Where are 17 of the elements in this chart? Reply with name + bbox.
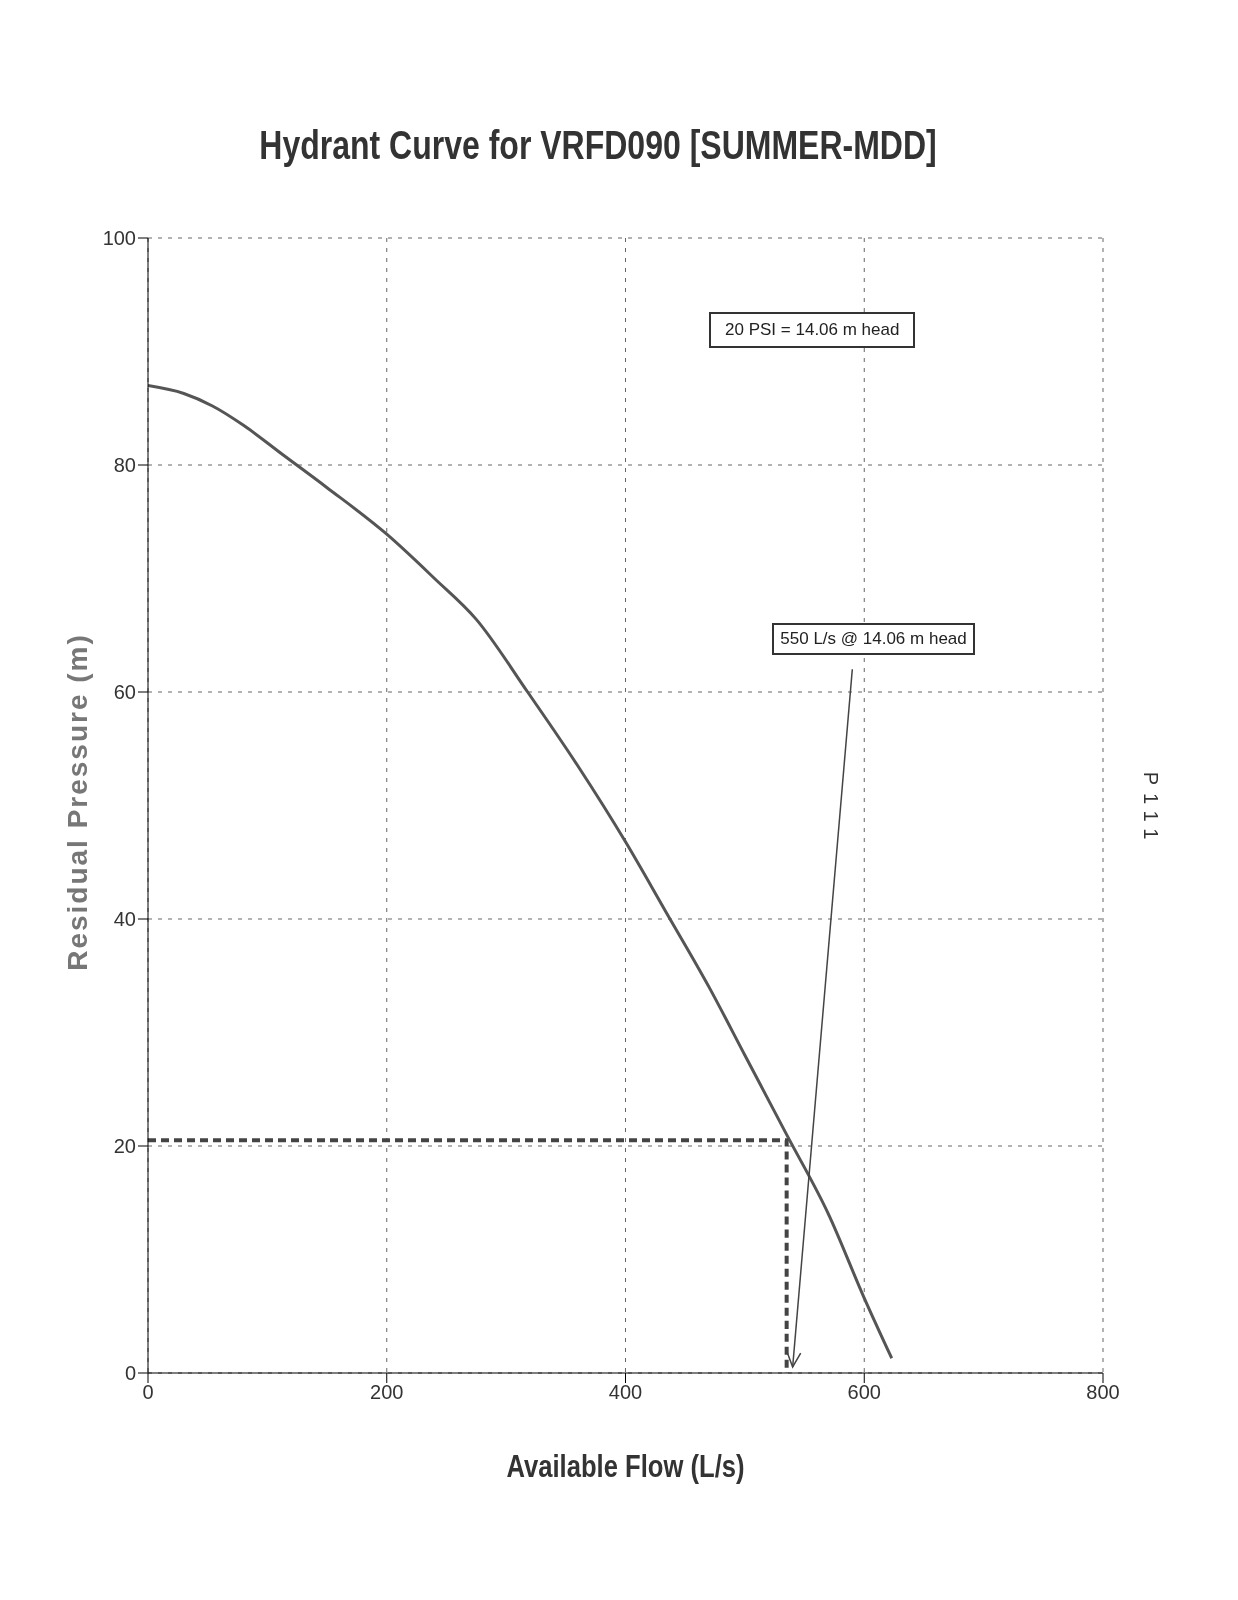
text: P111	[1139, 771, 1163, 848]
chart-title: Hydrant Curve for VRFD090 [SUMMER-MDD]	[258, 123, 938, 168]
x-tick-label: 400	[608, 1381, 643, 1404]
x-tick-label: 200	[370, 1381, 404, 1404]
y-tick-label: 100	[102, 227, 136, 250]
y-tick-label: 40	[113, 908, 136, 931]
y-axis-title: Residual Pressure (m)	[62, 631, 94, 973]
annotation: 550 L/s @ 14.06 m head	[772, 623, 975, 656]
y-tick-label: 20	[113, 1135, 136, 1158]
y-tick-label: 60	[113, 681, 136, 704]
y-tick-label: 80	[113, 454, 136, 477]
x-axis-title: Available Flow (L/s)	[505, 1448, 746, 1485]
x-tick-label: 800	[1086, 1381, 1120, 1404]
x-tick-label: 0	[142, 1381, 154, 1404]
x-tick-label: 600	[847, 1381, 881, 1404]
annotation: 20 PSI = 14.06 m head	[709, 311, 916, 348]
y-tick-label: 0	[124, 1362, 136, 1385]
